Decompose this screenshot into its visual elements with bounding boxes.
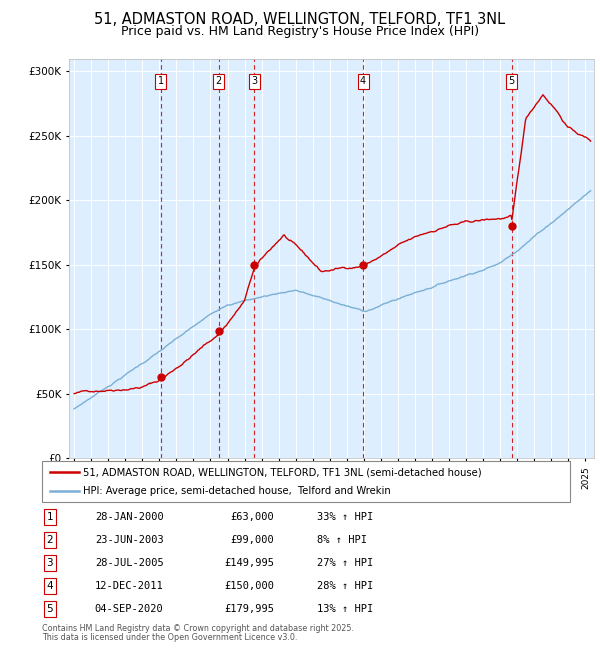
Text: £149,995: £149,995 [224, 558, 274, 568]
Text: 04-SEP-2020: 04-SEP-2020 [95, 604, 164, 614]
Text: 51, ADMASTON ROAD, WELLINGTON, TELFORD, TF1 3NL: 51, ADMASTON ROAD, WELLINGTON, TELFORD, … [94, 12, 506, 27]
Text: This data is licensed under the Open Government Licence v3.0.: This data is licensed under the Open Gov… [42, 633, 298, 642]
Text: 51, ADMASTON ROAD, WELLINGTON, TELFORD, TF1 3NL (semi-detached house): 51, ADMASTON ROAD, WELLINGTON, TELFORD, … [83, 467, 482, 477]
Text: 1: 1 [157, 77, 164, 86]
Text: 28-JUL-2005: 28-JUL-2005 [95, 558, 164, 568]
Text: 27% ↑ HPI: 27% ↑ HPI [317, 558, 373, 568]
Text: 5: 5 [509, 77, 515, 86]
Text: 3: 3 [47, 558, 53, 568]
Text: Price paid vs. HM Land Registry's House Price Index (HPI): Price paid vs. HM Land Registry's House … [121, 25, 479, 38]
Text: 13% ↑ HPI: 13% ↑ HPI [317, 604, 373, 614]
Point [507, 221, 517, 231]
Text: £63,000: £63,000 [230, 512, 274, 521]
Text: 1: 1 [47, 512, 53, 521]
Text: 33% ↑ HPI: 33% ↑ HPI [317, 512, 373, 521]
Point [358, 259, 368, 270]
Text: HPI: Average price, semi-detached house,  Telford and Wrekin: HPI: Average price, semi-detached house,… [83, 486, 391, 496]
Text: £179,995: £179,995 [224, 604, 274, 614]
Text: 23-JUN-2003: 23-JUN-2003 [95, 535, 164, 545]
Text: 2: 2 [47, 535, 53, 545]
Text: 3: 3 [251, 77, 257, 86]
Text: 2: 2 [215, 77, 222, 86]
Point [214, 326, 223, 336]
Text: 28-JAN-2000: 28-JAN-2000 [95, 512, 164, 521]
Point [250, 259, 259, 270]
Text: 5: 5 [47, 604, 53, 614]
Text: Contains HM Land Registry data © Crown copyright and database right 2025.: Contains HM Land Registry data © Crown c… [42, 624, 354, 633]
Text: 12-DEC-2011: 12-DEC-2011 [95, 581, 164, 591]
Point [156, 372, 166, 382]
Text: £99,000: £99,000 [230, 535, 274, 545]
Text: 28% ↑ HPI: 28% ↑ HPI [317, 581, 373, 591]
Text: 8% ↑ HPI: 8% ↑ HPI [317, 535, 367, 545]
Text: £150,000: £150,000 [224, 581, 274, 591]
Text: 4: 4 [360, 77, 366, 86]
Text: 4: 4 [47, 581, 53, 591]
